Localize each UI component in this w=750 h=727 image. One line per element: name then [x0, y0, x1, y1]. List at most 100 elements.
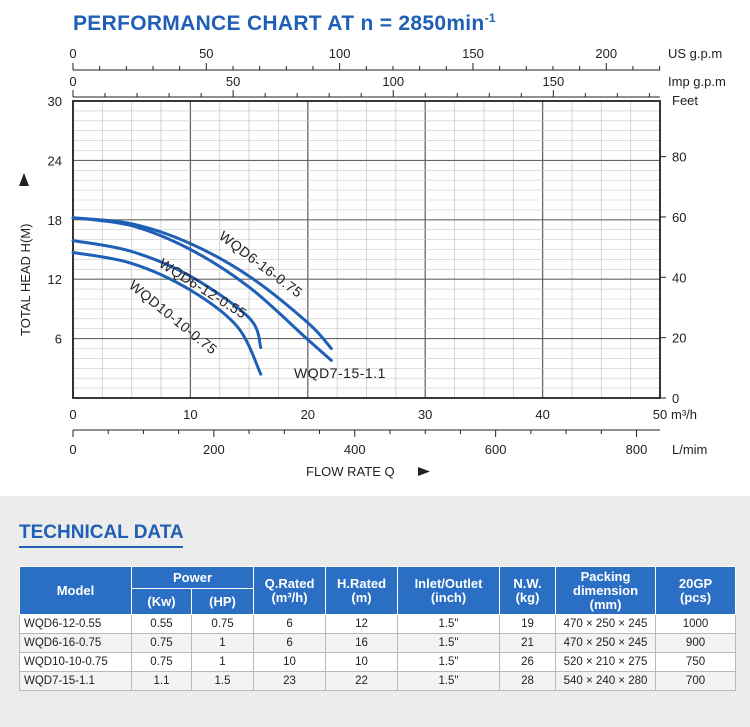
x-tick-label: 30	[418, 407, 432, 422]
cell-kw: 0.75	[131, 633, 192, 653]
feet-tick-label: 40	[672, 270, 686, 285]
header-h-rated-unit: (m)	[351, 589, 372, 605]
us-gpm-axis-tick-label: 0	[69, 46, 76, 61]
cell-pack: 470 × 250 × 245	[555, 633, 657, 653]
feet-tick-label: 80	[672, 150, 686, 165]
imp-gpm-axis-tick-label: 100	[382, 74, 404, 89]
series-curve-wqd6-16-0.75	[71, 216, 333, 350]
header-kw: (Kw)	[131, 588, 192, 615]
technical-data-table: Model Power Q.Rated (m³/h) H.Rated (m) Inl…	[19, 566, 737, 691]
imp-gpm-axis-tick-label: 0	[69, 74, 76, 89]
x-tick-label: 40	[535, 407, 549, 422]
cell-hp: 1	[190, 633, 255, 653]
series-curve-wqd10-10-0.75	[71, 251, 263, 376]
cell-q: 6	[253, 614, 327, 634]
series-curve-wqd6-12-0.55	[71, 239, 263, 349]
lmin-axis-label: L/mim	[672, 442, 707, 457]
x-tick-label: 20	[301, 407, 315, 422]
feet-tick-label: 60	[672, 210, 686, 225]
series-labels: WQD6-16-0.75WQD7-15-1.1WQD6-12-0.55WQD10…	[126, 228, 386, 381]
header-packing-unit: (mm)	[589, 596, 622, 612]
cell-pack: 470 × 250 × 245	[555, 614, 657, 634]
header-inlet-label: Inlet/Outlet	[414, 575, 483, 591]
header-q-rated-label: Q.Rated	[264, 575, 315, 591]
header-20gp-unit: (pcs)	[679, 589, 712, 605]
cell-gp: 1000	[655, 614, 737, 634]
cell-q: 23	[253, 671, 327, 691]
cell-inlet: 1.5"	[397, 652, 501, 672]
cell-h: 22	[325, 671, 399, 691]
cell-nw: 19	[499, 614, 557, 634]
cell-nw: 21	[499, 633, 557, 653]
header-h-rated: H.Rated (m)	[325, 566, 399, 615]
header-q-rated-unit: (m³/h)	[271, 589, 308, 605]
series-curve-wqd7-15-1.1	[71, 216, 333, 362]
cell-kw: 0.75	[131, 652, 192, 672]
header-model: Model	[19, 566, 132, 615]
lmin-axis-tick-label: 0	[69, 442, 76, 457]
table-row: WQD7-15-1.1 1.1 1.5 23 22 1.5" 28 540 × …	[19, 671, 737, 691]
cell-q: 6	[253, 633, 327, 653]
header-power: Power	[130, 566, 255, 589]
cell-gp: 900	[655, 633, 737, 653]
feet-tick-label: 20	[672, 331, 686, 346]
y-tick-label: 12	[48, 272, 62, 287]
header-packing-label-2: dimension	[573, 582, 639, 598]
header-nw: N.W. (kg)	[499, 566, 557, 615]
lmin-axis-tick-label: 200	[203, 442, 225, 457]
y-tick-label: 6	[55, 332, 62, 347]
cell-gp: 750	[655, 652, 737, 672]
table-row: WQD6-16-0.75 0.75 1 6 16 1.5" 21 470 × 2…	[19, 633, 737, 653]
lmin-axis-tick-label: 800	[626, 442, 648, 457]
cell-kw: 0.55	[131, 614, 192, 634]
cell-inlet: 1.5"	[397, 633, 501, 653]
cell-kw: 1.1	[131, 671, 192, 691]
header-inlet-unit: (inch)	[430, 589, 467, 605]
cell-h: 10	[325, 652, 399, 672]
feet-tick-label: 0	[672, 391, 679, 406]
cell-inlet: 1.5"	[397, 671, 501, 691]
cell-hp: 0.75	[190, 614, 255, 634]
y-axis-title: TOTAL HEAD H(M)	[18, 224, 33, 336]
feet-axis-label: Feet	[672, 93, 698, 108]
imp-gpm-axis-label: Imp g.p.m	[668, 74, 726, 89]
y-tick-label: 30	[48, 94, 62, 109]
header-20gp-label: 20GP	[678, 575, 713, 591]
grid	[72, 100, 661, 399]
cell-model: WQD6-16-0.75	[19, 633, 132, 653]
x-tick-label: 10	[183, 407, 197, 422]
us-gpm-axis-tick-label: 50	[199, 46, 213, 61]
lmin-axis-tick-label: 400	[344, 442, 366, 457]
us-gpm-axis-tick-label: 100	[329, 46, 351, 61]
series-curves	[71, 216, 333, 376]
cell-pack: 540 × 240 × 280	[555, 671, 657, 691]
chart-title: PERFORMANCE CHART AT n = 2850min-1	[73, 11, 496, 36]
cell-h: 12	[325, 614, 399, 634]
header-h-rated-label: H.Rated	[336, 575, 387, 591]
imp-gpm-axis-tick-label: 150	[542, 74, 564, 89]
chart-title-text: PERFORMANCE CHART AT n = 2850min	[73, 12, 485, 35]
x-tick-label: 50	[653, 407, 667, 422]
cell-nw: 26	[499, 652, 557, 672]
series-label: WQD7-15-1.1	[294, 365, 386, 381]
cell-model: WQD6-12-0.55	[19, 614, 132, 634]
us-gpm-axis-tick-label: 150	[462, 46, 484, 61]
header-inlet-outlet: Inlet/Outlet (inch)	[397, 566, 501, 615]
us-gpm-axis-tick-label: 200	[595, 46, 617, 61]
cell-hp: 1.5	[190, 671, 255, 691]
cell-hp: 1	[190, 652, 255, 672]
technical-data-title: TECHNICAL DATA	[19, 522, 184, 543]
us-gpm-axis-label: US g.p.m	[668, 46, 722, 61]
cell-model: WQD7-15-1.1	[19, 671, 132, 691]
cell-nw: 28	[499, 671, 557, 691]
header-packing: Packing dimension (mm)	[555, 566, 657, 615]
cell-pack: 520 × 210 × 275	[555, 652, 657, 672]
technical-data-underline	[19, 546, 183, 548]
header-20gp: 20GP (pcs)	[655, 566, 737, 615]
table-row: WQD6-12-0.55 0.55 0.75 6 12 1.5" 19 470 …	[19, 614, 737, 634]
x-axis-arrow-icon	[418, 467, 430, 476]
header-nw-label: N.W.	[513, 575, 542, 591]
y-tick-label: 18	[48, 213, 62, 228]
